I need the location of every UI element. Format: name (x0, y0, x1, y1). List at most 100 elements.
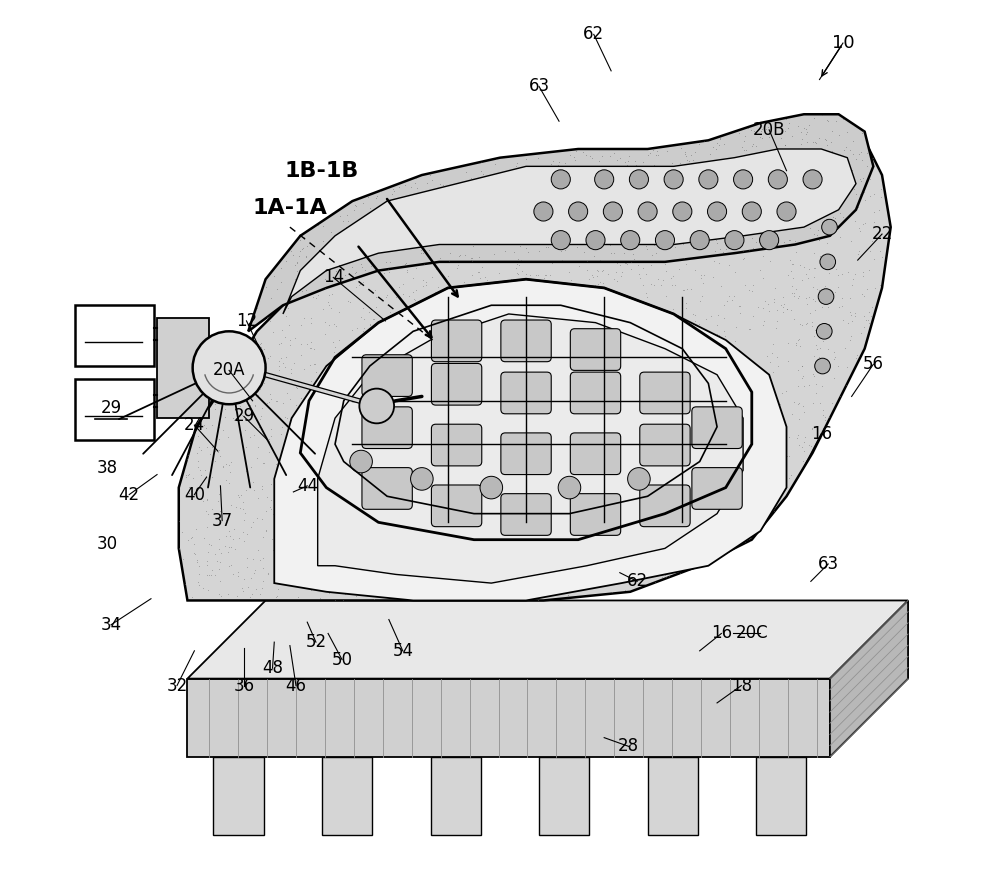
Point (633, 334, 649, 348)
Text: 42: 42 (119, 485, 140, 503)
Point (619, 346, 635, 360)
Point (617, 203, 633, 217)
Point (516, 327, 532, 341)
Point (708, 416, 724, 430)
Point (578, 428, 594, 442)
Point (232, 501, 248, 515)
Point (436, 496, 452, 510)
Point (320, 423, 336, 437)
Point (295, 496, 311, 510)
Point (690, 391, 706, 405)
Point (665, 269, 681, 283)
Point (794, 359, 810, 373)
Point (617, 155, 633, 169)
FancyBboxPatch shape (501, 320, 551, 361)
Point (436, 442, 452, 456)
Point (519, 453, 535, 467)
Point (708, 545, 724, 559)
Point (593, 164, 609, 178)
Point (283, 421, 299, 435)
Point (627, 379, 643, 393)
Point (779, 302, 795, 316)
Point (307, 552, 323, 566)
Point (221, 458, 237, 472)
Point (323, 225, 339, 239)
Point (700, 351, 716, 365)
Point (740, 121, 756, 135)
Point (346, 288, 362, 302)
Point (821, 158, 837, 172)
Point (483, 382, 499, 396)
Point (515, 384, 531, 398)
Point (663, 224, 679, 238)
Point (617, 394, 633, 408)
Point (568, 544, 584, 558)
Point (847, 309, 863, 323)
Point (696, 390, 712, 404)
Point (215, 423, 231, 437)
Point (530, 268, 546, 282)
Point (433, 463, 449, 477)
Point (422, 225, 438, 239)
Point (854, 287, 870, 300)
Point (847, 307, 863, 321)
Point (809, 228, 825, 242)
Point (703, 179, 719, 193)
Point (527, 564, 543, 578)
Point (764, 404, 780, 418)
Point (395, 440, 411, 454)
Point (357, 413, 373, 427)
Point (332, 257, 348, 271)
Point (578, 238, 594, 252)
Point (662, 497, 678, 511)
Point (316, 478, 332, 492)
Point (805, 280, 821, 294)
Point (292, 573, 308, 587)
Point (204, 440, 220, 454)
Point (824, 132, 840, 146)
Point (744, 149, 760, 163)
Point (469, 332, 485, 346)
Point (497, 578, 513, 592)
Point (871, 204, 887, 218)
Point (762, 254, 778, 268)
Point (834, 138, 850, 152)
Point (564, 195, 580, 209)
Point (524, 206, 540, 220)
Point (199, 557, 215, 571)
Point (772, 172, 788, 186)
Point (480, 478, 496, 492)
Point (664, 374, 680, 388)
Point (315, 302, 331, 316)
Point (258, 523, 274, 537)
Point (638, 512, 654, 526)
Point (181, 467, 197, 481)
Point (238, 440, 254, 454)
Point (553, 503, 569, 517)
Point (502, 469, 518, 483)
Point (602, 239, 618, 253)
Point (626, 300, 642, 314)
Point (208, 392, 224, 406)
Point (384, 554, 400, 568)
Point (815, 403, 831, 417)
Point (202, 447, 218, 461)
Point (479, 313, 495, 327)
Point (296, 362, 312, 376)
Point (448, 553, 464, 567)
Point (337, 548, 353, 562)
Point (548, 220, 564, 234)
Point (672, 460, 688, 474)
Point (331, 458, 347, 472)
Point (794, 221, 810, 235)
Point (523, 291, 539, 305)
Point (808, 386, 824, 400)
Point (593, 518, 609, 532)
Point (592, 574, 608, 588)
Point (552, 483, 568, 497)
Point (317, 315, 333, 329)
Point (313, 550, 329, 564)
Point (791, 198, 807, 212)
Point (293, 567, 309, 581)
Text: 24: 24 (184, 416, 205, 434)
